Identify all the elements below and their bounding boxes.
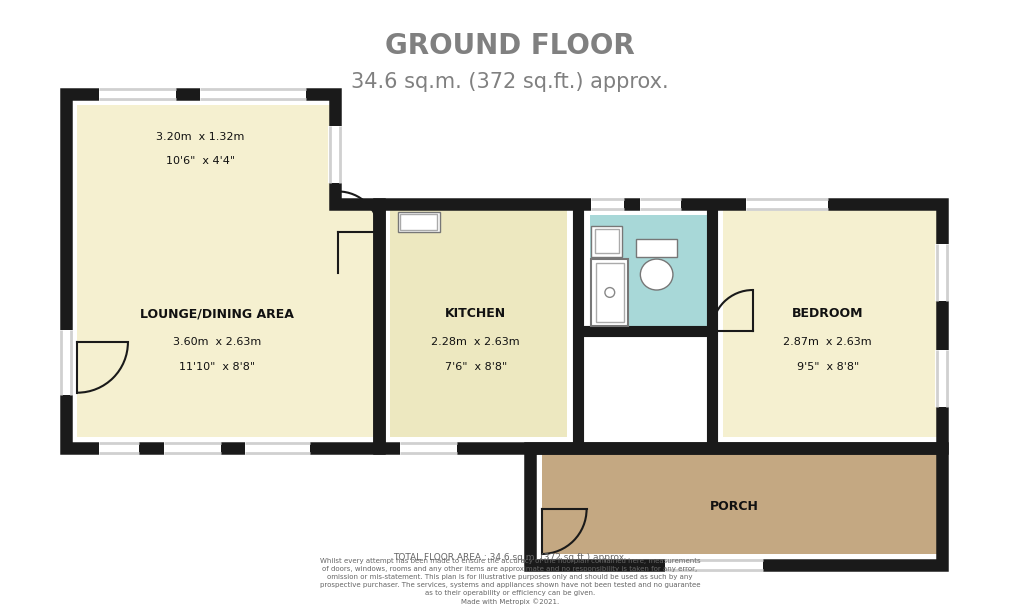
Text: 2.87m  x 2.63m: 2.87m x 2.63m: [783, 337, 871, 347]
Bar: [77, 203, 378, 437]
Text: 10'6"  x 4'4": 10'6" x 4'4": [166, 156, 234, 166]
Bar: [591, 259, 628, 326]
Bar: [636, 239, 677, 257]
Bar: [390, 203, 567, 437]
Text: 3.60m  x 2.63m: 3.60m x 2.63m: [172, 337, 261, 347]
Bar: [722, 203, 941, 437]
Bar: [594, 229, 619, 254]
Text: 2.28m  x 2.63m: 2.28m x 2.63m: [431, 337, 520, 347]
Bar: [397, 212, 439, 232]
Text: LOUNGE/DINING AREA: LOUNGE/DINING AREA: [140, 307, 293, 320]
Text: TOTAL FLOOR AREA : 34.6 sq.m. (372 sq.ft.) approx.: TOTAL FLOOR AREA : 34.6 sq.m. (372 sq.ft…: [392, 553, 627, 562]
Text: 9'5"  x 8'8": 9'5" x 8'8": [796, 362, 858, 371]
Text: Whilst every attempt has been made to ensure the accuracy of the floorplan conta: Whilst every attempt has been made to en…: [319, 558, 700, 605]
Bar: [591, 225, 622, 257]
Ellipse shape: [640, 259, 673, 290]
Text: KITCHEN: KITCHEN: [444, 307, 505, 320]
Text: PORCH: PORCH: [709, 500, 758, 513]
Text: 34.6 sq.m. (372 sq.ft.) approx.: 34.6 sq.m. (372 sq.ft.) approx.: [351, 73, 668, 92]
Text: BEDROOM: BEDROOM: [791, 307, 863, 320]
Bar: [77, 105, 334, 203]
Text: 7'6"  x 8'8": 7'6" x 8'8": [444, 362, 506, 371]
Text: GROUND FLOOR: GROUND FLOOR: [385, 32, 634, 60]
Bar: [541, 448, 941, 554]
Bar: [399, 214, 437, 230]
Bar: [595, 263, 624, 322]
Bar: [589, 215, 711, 331]
Text: 3.20m  x 1.32m: 3.20m x 1.32m: [156, 132, 245, 142]
Text: 11'10"  x 8'8": 11'10" x 8'8": [178, 362, 255, 371]
